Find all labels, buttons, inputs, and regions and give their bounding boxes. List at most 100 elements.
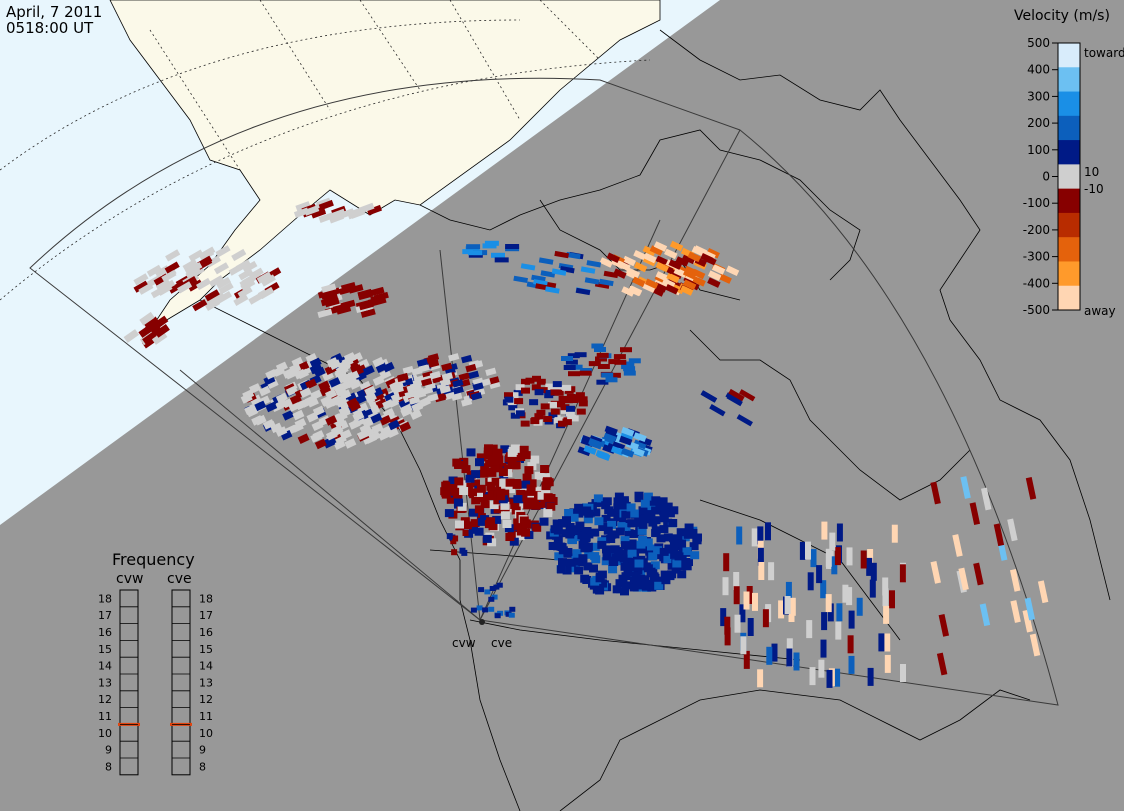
echo-cell	[461, 465, 471, 474]
echo-cell	[262, 419, 275, 430]
echo-cell	[613, 268, 627, 279]
echo-cell	[553, 535, 563, 544]
echo-cell	[633, 432, 647, 442]
echo-cell	[496, 492, 506, 501]
echo-cell	[258, 385, 271, 397]
echo-cell	[1029, 633, 1041, 657]
echo-cell	[654, 581, 664, 590]
echo-cell	[752, 592, 758, 611]
echo-cell	[626, 540, 636, 549]
echo-cell	[543, 416, 553, 422]
echo-cell	[620, 447, 635, 458]
echo-cell	[532, 375, 541, 382]
echo-cell	[428, 359, 440, 368]
echo-cell	[633, 439, 647, 450]
echo-cell	[593, 494, 603, 503]
echo-cell	[332, 303, 348, 313]
echo-cell	[499, 478, 509, 487]
echo-cell	[344, 438, 357, 449]
echo-cell	[200, 246, 216, 259]
echo-cell	[487, 487, 497, 496]
echo-cell	[295, 201, 311, 212]
echo-cell	[709, 404, 726, 417]
echo-cell	[579, 370, 592, 376]
echo-cell	[629, 576, 639, 585]
frequency-level-label: 14	[199, 660, 213, 673]
colorbar-segment	[1058, 188, 1080, 214]
echo-cell	[259, 286, 275, 300]
lat-lon-grid	[0, 0, 651, 301]
echo-cell	[860, 550, 867, 569]
echo-cell	[766, 646, 773, 665]
velocity-title: Velocity (m/s)	[1014, 8, 1110, 24]
echo-cell	[165, 249, 181, 262]
echo-cell	[439, 385, 451, 394]
echo-cell	[604, 425, 618, 436]
away-label: away	[1084, 304, 1116, 318]
echo-cell	[358, 300, 374, 311]
echo-cell	[384, 392, 397, 403]
echo-cell	[654, 277, 668, 289]
echo-cell	[743, 650, 750, 669]
echo-cell	[545, 383, 555, 390]
echo-cell	[659, 547, 669, 556]
echo-cell	[655, 261, 669, 273]
echo-cell	[536, 378, 546, 385]
echo-cell	[325, 388, 338, 400]
echo-cell	[846, 587, 853, 606]
echo-cell	[583, 515, 593, 524]
echo-cell	[627, 549, 637, 558]
echo-cell	[151, 331, 168, 345]
echo-cell	[503, 469, 513, 478]
echo-cell	[733, 586, 740, 605]
echo-cell	[453, 498, 463, 507]
echo-cell	[471, 470, 481, 479]
colorbar-segment	[1058, 212, 1080, 238]
echo-cell	[240, 278, 256, 291]
echo-cell	[718, 273, 732, 284]
echo-cell	[441, 481, 451, 490]
echo-cell	[842, 584, 849, 603]
echo-cell	[328, 377, 341, 388]
echo-cell	[562, 384, 572, 391]
echo-cell	[515, 532, 525, 541]
echo-cell	[471, 479, 480, 488]
echo-cell	[457, 502, 467, 511]
echo-cell	[724, 627, 731, 646]
echo-cell	[352, 411, 365, 422]
echo-cell	[469, 508, 478, 517]
echo-cell	[458, 372, 470, 381]
echo-cell	[420, 378, 433, 387]
echo-cell	[321, 283, 337, 293]
echo-cell	[605, 377, 618, 383]
echo-cell	[606, 252, 620, 264]
echo-cell	[527, 479, 537, 488]
echo-cell	[623, 366, 636, 372]
echo-cell	[632, 276, 646, 288]
echo-cell	[889, 590, 895, 609]
time-label: 0518:00 UT	[6, 19, 94, 37]
echo-cell	[275, 426, 288, 437]
echo-cell	[594, 517, 604, 526]
echo-cell	[488, 606, 495, 612]
echo-cell	[558, 558, 567, 567]
velocity-tick-label: -400	[1023, 276, 1050, 290]
echo-cell	[464, 529, 474, 538]
echo-cell	[482, 243, 497, 249]
echo-cell	[482, 607, 489, 613]
echo-cell	[589, 564, 598, 573]
echo-cell	[831, 556, 838, 575]
echo-cell	[382, 361, 395, 373]
echo-cell	[439, 378, 452, 387]
echo-cell	[722, 577, 729, 596]
echo-cell	[591, 343, 604, 349]
echo-cell	[834, 547, 841, 566]
echo-cell	[665, 572, 675, 581]
echo-cell	[621, 426, 635, 437]
echo-cell	[360, 308, 376, 318]
echo-cell	[599, 278, 614, 287]
echo-cell	[500, 445, 510, 454]
echo-cell	[663, 533, 673, 542]
echo-cell	[733, 572, 740, 590]
echo-cell	[607, 520, 616, 529]
